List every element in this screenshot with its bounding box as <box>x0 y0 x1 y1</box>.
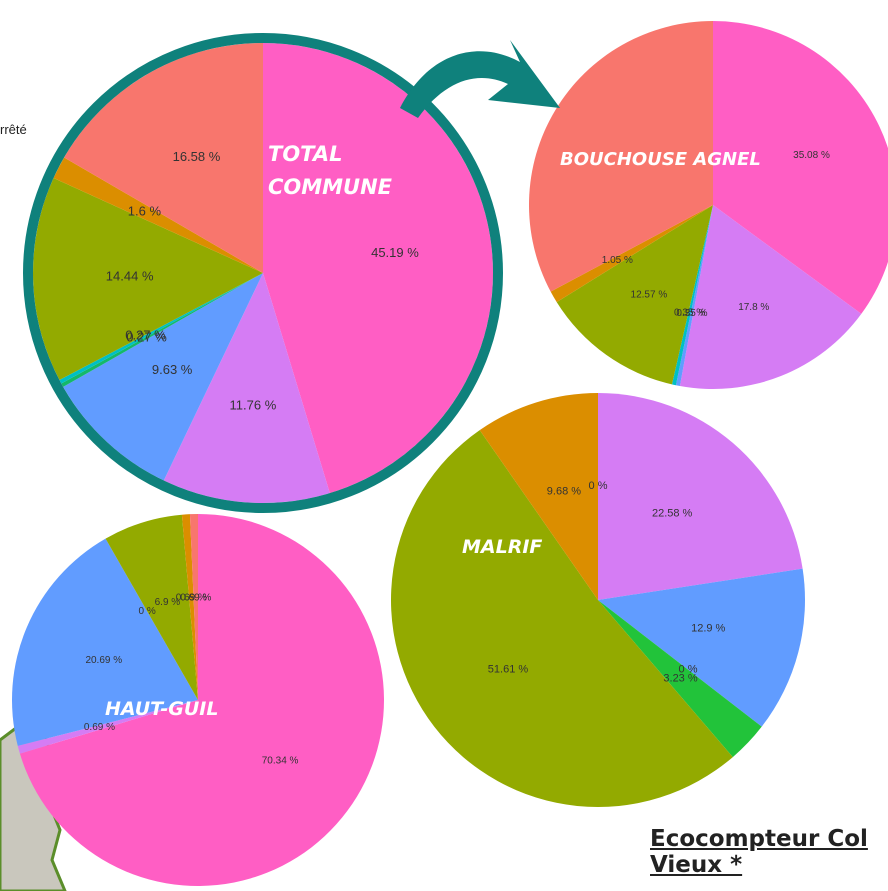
pie-chart: 70.34 %0.69 %20.69 %0 %6.9 %0.69 %0.69 % <box>12 514 384 886</box>
pie-slice <box>19 514 384 886</box>
slice-label: 16.58 % <box>173 149 221 164</box>
slice-label: 0.35 % <box>676 308 707 319</box>
slice-label: 12.9 % <box>691 622 725 634</box>
pie-slice <box>550 205 713 303</box>
pie-slice <box>63 273 264 481</box>
slice-label: 12.57 % <box>631 290 668 301</box>
pie-chart: 45.19 %11.76 %9.63 %0.27 %0.27 %14.44 %1… <box>33 43 493 503</box>
slice-label: 51.61 % <box>488 664 529 676</box>
slice-label: 0 % <box>679 664 698 676</box>
pie-slice <box>528 21 713 292</box>
pie-slice <box>33 178 263 381</box>
slice-label: 1.05 % <box>602 255 633 266</box>
pie-slice <box>671 205 713 386</box>
pie-title: MALRIF <box>462 536 543 558</box>
slice-label: 0.69 % <box>180 592 211 603</box>
pie-slice <box>163 273 330 503</box>
pie-slice <box>53 157 264 273</box>
pie-slice <box>556 205 713 385</box>
slice-label: 20.69 % <box>85 655 122 666</box>
text-fragment: rrêté <box>0 122 27 137</box>
pie-slice <box>263 43 493 494</box>
pie-title: HAUT-GUIL <box>105 698 219 720</box>
pie-chart: 22.58 %12.9 %0 %3.23 %51.61 %9.68 % 0 % <box>390 393 805 808</box>
slice-label: 35.08 % <box>793 150 830 161</box>
slice-label: 70.34 % <box>262 756 299 767</box>
slice-label: 0.69 % <box>84 722 115 733</box>
slice-label: 0 % <box>139 606 156 617</box>
slice-label: 0.27 % <box>126 330 167 345</box>
slice-label: 1.6 % <box>128 203 162 218</box>
slice-label: 11.76 % <box>230 397 277 412</box>
pie-slice <box>181 514 198 700</box>
footer-title: Ecocompteur Col Vieux * <box>650 826 868 878</box>
slice-label: 0.27 % <box>125 328 166 343</box>
slice-label: 9.68 % <box>547 485 581 497</box>
slice-label: 17.8 % <box>738 302 769 313</box>
pie-slice <box>679 205 862 389</box>
pie-title: BOUCHOUSE AGNEL <box>560 149 761 170</box>
slice-label: 45.19 % <box>371 245 419 260</box>
pie-slice <box>479 393 598 600</box>
pie-slice <box>64 43 263 273</box>
pie-slice <box>59 273 264 384</box>
pie-slice <box>17 700 199 754</box>
arrow <box>400 40 560 118</box>
slice-label: 22.58 % <box>652 508 693 520</box>
slice-label: 0.69 % <box>176 593 207 604</box>
slice-label: 3.23 % <box>663 672 697 684</box>
slice-label: 6.9 % <box>155 597 181 608</box>
pie-slice <box>105 514 198 700</box>
pie-slice <box>12 538 199 746</box>
pie-slice <box>61 273 263 387</box>
slice-label: 0 % <box>589 480 608 492</box>
pie-slice <box>598 600 762 758</box>
pie-slice <box>598 393 803 600</box>
pie-slice <box>598 568 805 727</box>
pie-slice <box>713 21 888 314</box>
pie-slice <box>390 430 733 808</box>
slice-label: 14.44 % <box>106 268 154 283</box>
pie-slice <box>675 205 713 386</box>
pie-slice <box>189 514 198 700</box>
pie-chart: 35.08 %17.8 %0.35 %0.35 %12.57 %1.05 % <box>528 21 888 389</box>
pie-title: TOTAL COMMUNE <box>268 142 393 199</box>
highlight-ring <box>23 33 503 513</box>
slice-label: 9.63 % <box>152 362 193 377</box>
slice-label: 0.35 % <box>674 308 705 319</box>
